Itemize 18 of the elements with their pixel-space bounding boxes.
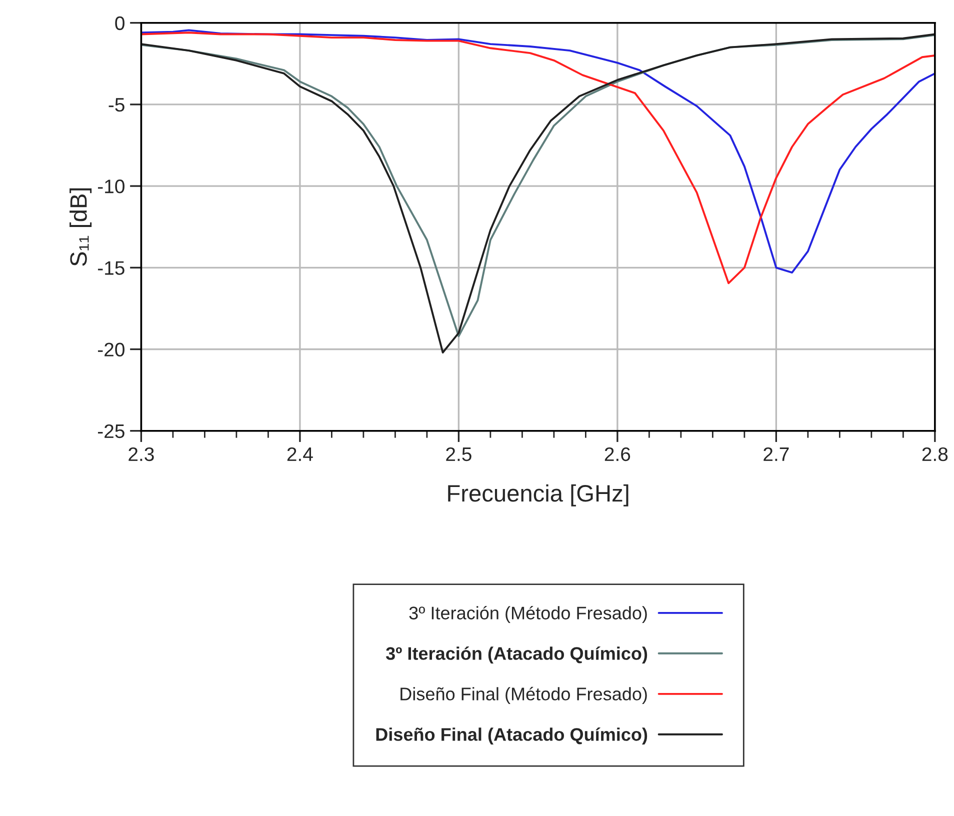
x-tick-label: 2.4 (287, 447, 313, 461)
legend-label: 3º Iteración (Atacado Químico) (386, 646, 648, 664)
x-tick-label: 2.3 (128, 447, 154, 462)
y-tick-label: -20 (98, 342, 124, 356)
y-axis-title: S₁₁ [dB] (70, 188, 92, 266)
y-tick-label: 0 (115, 16, 124, 30)
x-axis-title: Frecuencia [GHz] (448, 484, 628, 506)
legend-label: Diseño Final (Método Fresado) (400, 686, 647, 704)
y-tick-label: -25 (98, 424, 124, 438)
y-tick-label: -10 (98, 180, 124, 194)
x-tick-label: 2.7 (764, 447, 789, 461)
x-tick-label: 2.5 (446, 447, 472, 462)
y-tick-label: -5 (108, 98, 124, 112)
legend-label: Diseño Final (Atacado Químico) (376, 727, 648, 744)
x-tick-label: 2.8 (922, 447, 948, 462)
legend-label: 3º Iteración (Método Fresado) (409, 606, 647, 623)
x-tick-label: 2.6 (604, 447, 630, 462)
y-tick-label: -15 (98, 261, 124, 275)
